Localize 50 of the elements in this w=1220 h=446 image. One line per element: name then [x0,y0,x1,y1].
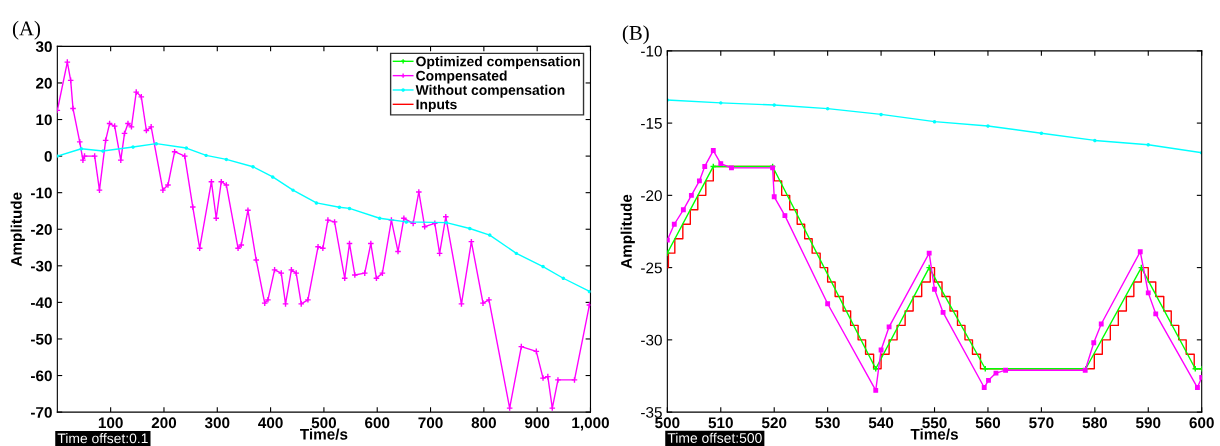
x-tick-label: 200 [151,417,177,429]
x-tick-label: 600 [1189,417,1214,429]
y-axis-title: Amplitude [10,192,25,267]
text: Time offset:0.1 [57,433,148,444]
y-axis-title: Amplitude [620,194,635,269]
x-axis-title: Time/s [300,428,348,440]
y-tick-label: 30 [35,41,52,53]
y-tick-label: -20 [31,224,52,235]
x-tick-label: 100 [98,417,123,429]
x-tick-label: 550 [922,417,947,429]
y-tick-label: 0 [44,150,52,162]
y-tick-label: -70 [31,406,52,418]
y-tick-label: -50 [31,333,52,345]
y-tick-label: -30 [31,260,52,272]
x-tick-label: 570 [1029,417,1054,429]
x-tick-label: 800 [471,417,496,429]
x-tick-label: 900 [524,417,550,429]
x-axis-title: Time/s [910,428,958,440]
chart-title: (B) [622,25,649,45]
y-tick-label: -35 [641,406,662,418]
x-tick-label: 530 [815,417,840,429]
x-tick-label: 520 [761,417,787,429]
y-tick-label: -10 [31,187,52,199]
legend-label: Without compensation [415,84,565,98]
y-tick-label: -10 [641,45,662,57]
x-tick-label: 580 [1082,417,1107,429]
x-tick-label: 400 [258,417,283,429]
x-tick-label: 590 [1135,417,1161,429]
y-tick-label: -30 [641,334,662,346]
legend-label: Optimized compensation [416,56,580,70]
x-tick-label: 560 [975,417,1001,429]
x-tick-label: 700 [418,417,443,429]
y-tick-label: -25 [641,262,662,274]
y-tick-label: -60 [31,370,52,382]
y-tick-label: 10 [36,114,52,126]
legend-label: Compensated [416,70,507,84]
x-tick-label: 300 [204,417,230,429]
x-tick-label: 1,000 [572,417,609,431]
y-tick-label: -40 [31,297,52,309]
y-tick-label: 20 [36,77,52,89]
chart-title: (A) [12,20,41,40]
x-tick-label: 540 [868,417,894,429]
y-tick-label: -20 [641,190,662,202]
x-tick-label: 500 [311,417,337,429]
x-tick-label: 510 [708,417,733,429]
x-tick-label: 600 [365,417,390,429]
x-tick-label: 500 [655,417,680,429]
text: Time offset:500 [667,432,762,443]
legend-label: Inputs [416,99,457,113]
y-tick-label: -15 [641,118,662,129]
